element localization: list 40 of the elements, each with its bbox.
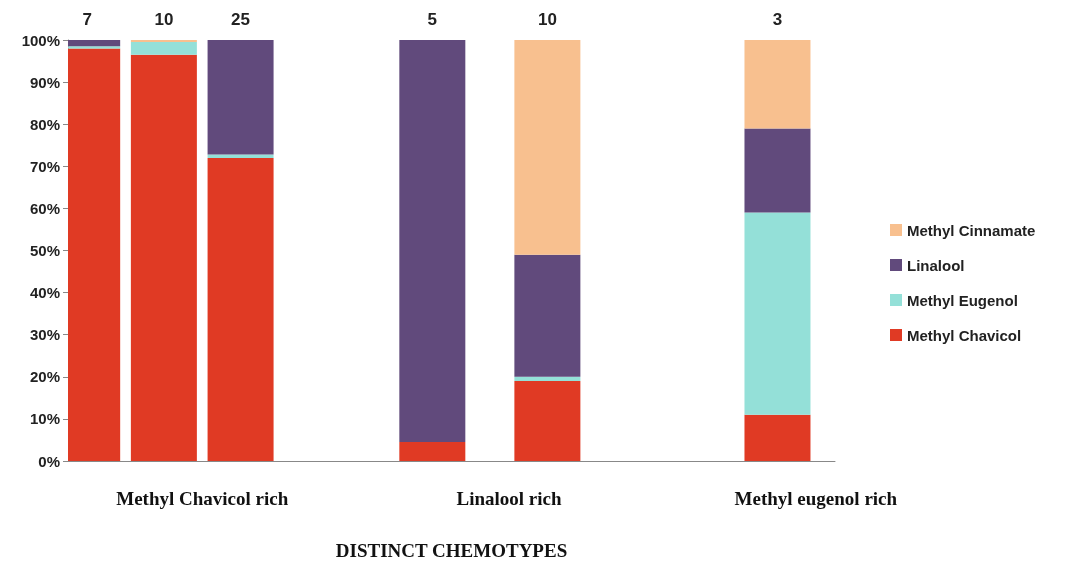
y-tick-label: 60% (29, 199, 60, 217)
bar (514, 254, 581, 377)
bar (744, 40, 811, 129)
y-tick-label: 50% (29, 242, 60, 259)
bar (514, 376, 581, 382)
bar (744, 128, 811, 213)
y-tick-label: 10% (29, 410, 60, 428)
x-tick-label: Methyl Chavicol rich (116, 488, 289, 509)
legend-label: Linalool (907, 256, 965, 274)
text: 3 (772, 10, 783, 29)
legend-label: Methyl Eugenol (907, 291, 1018, 309)
bar (130, 40, 197, 43)
x-tick-label: Methyl eugenol rich (734, 488, 898, 509)
text: 10 (154, 10, 174, 29)
bar (130, 42, 197, 55)
y-tick-label: 90% (29, 73, 60, 91)
text: 5 (427, 10, 438, 29)
y-tick-label: 70% (29, 157, 60, 175)
x-tick-label: Linalool rich (456, 488, 562, 509)
bar (514, 381, 581, 461)
bar (514, 40, 581, 255)
y-tick-label: 0% (38, 452, 60, 470)
y-tick-label: 40% (29, 284, 60, 302)
bar (399, 442, 466, 461)
legend-label: Methyl Cinnamate (907, 221, 1036, 239)
legend-label: Methyl Chavicol (907, 326, 1022, 344)
text: 7 (82, 10, 92, 29)
bar (207, 40, 274, 155)
y-tick-label: 30% (29, 326, 60, 344)
bar (130, 54, 197, 461)
text: 10 (537, 10, 557, 29)
text: 25 (231, 10, 251, 29)
y-tick-label: 20% (29, 368, 60, 386)
bar (744, 212, 811, 415)
bar (399, 40, 466, 443)
bar (744, 414, 811, 461)
x-axis-title: DISTINCT CHEMOTYPES (335, 540, 568, 561)
bar (207, 157, 274, 461)
y-tick-label: 80% (29, 115, 60, 133)
y-tick-label: 100% (21, 31, 60, 49)
